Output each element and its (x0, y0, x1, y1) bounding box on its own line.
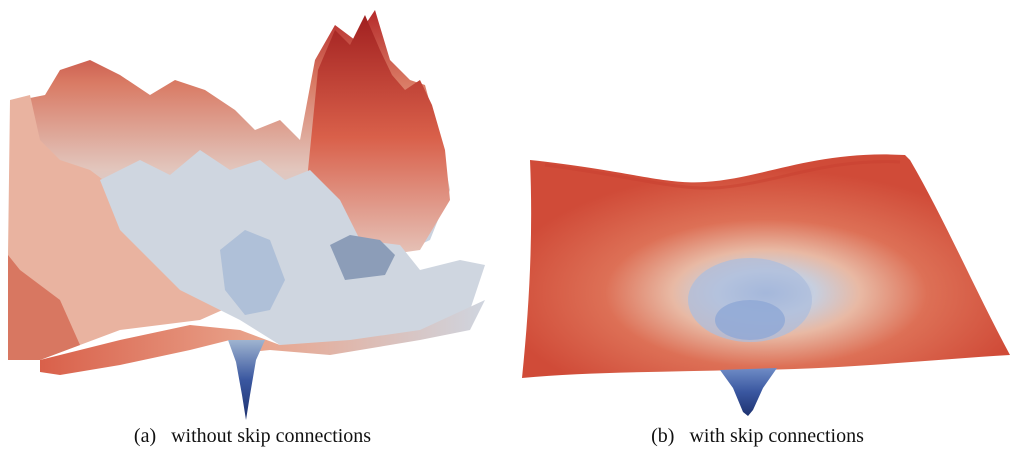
surface-peak-right (305, 15, 450, 260)
surface-front-skirt (40, 300, 485, 375)
caption-b: (b) with skip connections (505, 425, 1010, 448)
surface-minimum-spike (228, 340, 265, 420)
surface-plot-without-skip (8, 10, 485, 420)
surface-rugged-mid (100, 150, 485, 350)
smooth-minimum-spike (720, 368, 777, 416)
caption-a-text: without skip connections (171, 425, 372, 447)
panel-with-skip: (b) with skip connections (505, 0, 1010, 456)
caption-b-tag: (b) (651, 425, 685, 447)
surface-plot-with-skip (522, 154, 1010, 416)
caption-a-tag: (a) (133, 425, 167, 447)
panel-without-skip: (a) without skip connections (0, 10, 505, 448)
caption-a: (a) without skip connections (0, 425, 505, 448)
caption-b-text: with skip connections (689, 425, 864, 447)
